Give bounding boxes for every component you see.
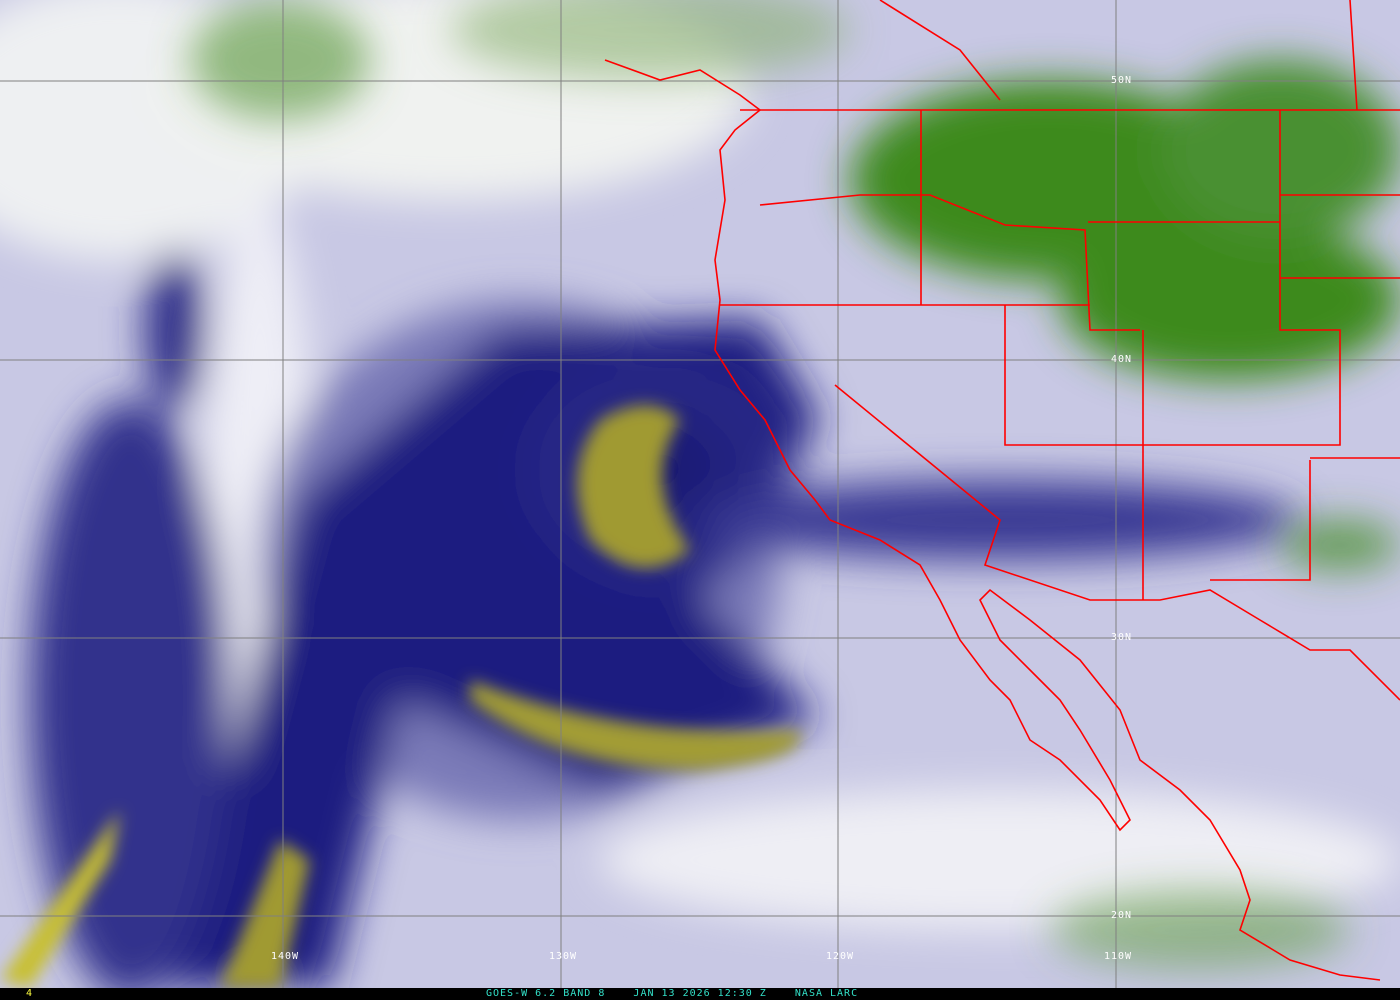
grid-label-lon: 140W bbox=[271, 951, 300, 962]
cold-cloud-tops bbox=[190, 0, 1400, 970]
status-bar: 4 GOES-W 6.2 BAND 8 JAN 13 2026 12:30 Z … bbox=[0, 988, 1400, 1000]
grid-label-lon: 120W bbox=[826, 951, 855, 962]
grid-label-lon: 130W bbox=[549, 951, 578, 962]
grid-label-lat: 40N bbox=[1111, 354, 1133, 365]
grid-label-lat: 30N bbox=[1111, 632, 1133, 643]
grid-label-lat: 20N bbox=[1111, 910, 1133, 921]
dry-air-features bbox=[0, 405, 801, 988]
political-boundaries bbox=[604, 0, 1400, 981]
grid-label-lat: 50N bbox=[1111, 75, 1133, 86]
frame-number: 4 bbox=[26, 988, 33, 999]
grid-label-lon: 110W bbox=[1104, 951, 1133, 962]
image-caption: GOES-W 6.2 BAND 8 JAN 13 2026 12:30 Z NA… bbox=[486, 988, 859, 999]
